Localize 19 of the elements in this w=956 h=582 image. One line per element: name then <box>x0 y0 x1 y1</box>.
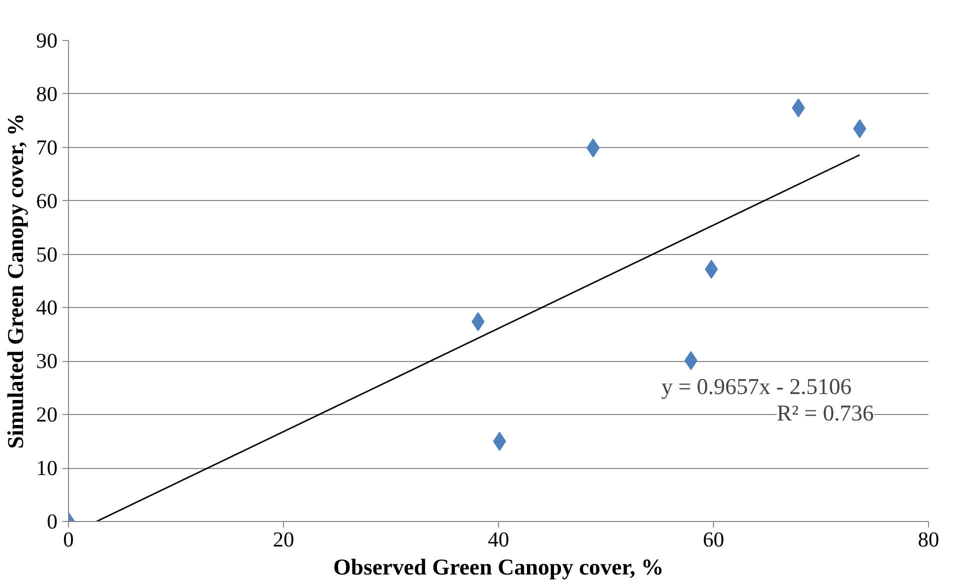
x-tick-label: 60 <box>702 528 724 552</box>
y-tick-label: 40 <box>36 296 58 320</box>
y-tick-label: 0 <box>46 510 58 534</box>
x-axis-title: Observed Green Canopy cover, % <box>333 554 664 580</box>
y-tick-label: 20 <box>36 402 58 427</box>
y-axis-title: Simulated Green Canopy cover, % <box>3 113 28 449</box>
y-tick-label: 90 <box>36 28 58 52</box>
x-tick-label: 20 <box>272 528 294 552</box>
y-tick-label: 80 <box>36 82 58 106</box>
y-tick-label: 60 <box>36 188 58 213</box>
y-tick-label: 70 <box>36 135 58 160</box>
y-tick-label: 50 <box>36 242 58 266</box>
annotation: R² = 0.736 <box>776 400 874 426</box>
y-tick-label: 30 <box>36 349 58 374</box>
x-tick-label: 0 <box>63 528 74 552</box>
annotation: y = 0.9657x - 2.5106 <box>661 374 852 399</box>
x-tick-label: 40 <box>488 528 510 552</box>
x-tick-label: 80 <box>918 528 940 552</box>
y-tick-label: 10 <box>36 456 58 480</box>
